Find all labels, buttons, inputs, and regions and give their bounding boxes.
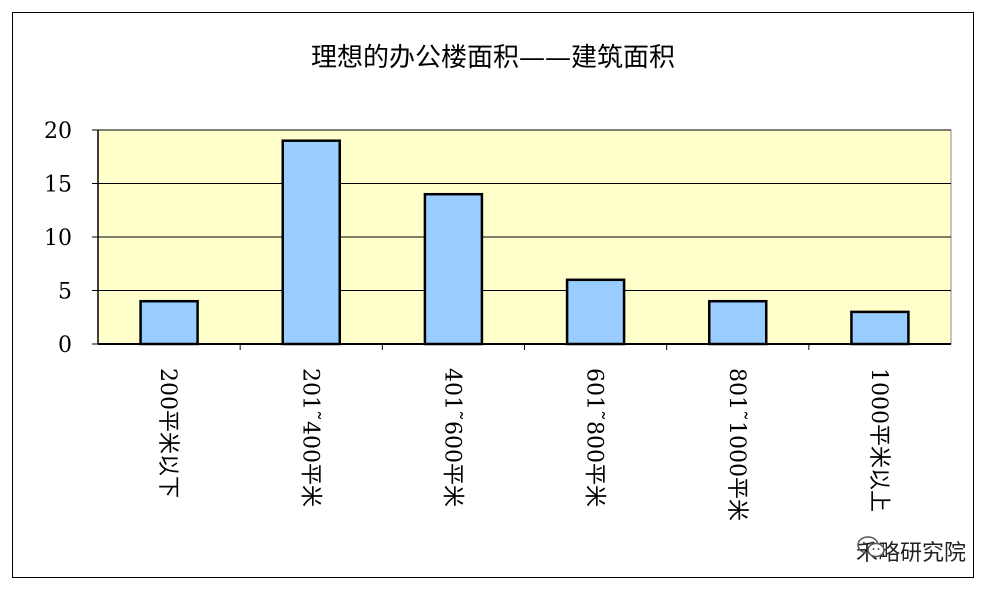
y-tick-label: 0	[58, 333, 72, 358]
chart-title: 理想的办公楼面积——建筑面积	[310, 43, 675, 73]
bar	[708, 299, 768, 346]
x-category-label: 801˜1000平米	[724, 368, 749, 521]
y-tick-label: 20	[44, 119, 72, 144]
y-tick-label: 5	[58, 280, 72, 305]
y-tick-label: 15	[44, 173, 72, 198]
wechat-icon	[857, 536, 885, 558]
x-category-label: 401˜600平米	[439, 368, 464, 507]
bar	[139, 299, 199, 346]
y-tick-label: 10	[44, 226, 72, 251]
watermark: 禾略研究院	[856, 535, 966, 567]
bar	[565, 278, 626, 346]
x-category-label: 601˜800平米	[582, 368, 607, 507]
x-category-label: 1000平米以上	[866, 368, 891, 512]
bar	[850, 310, 910, 346]
bar	[423, 192, 484, 346]
x-category-label: 201˜400平米	[297, 368, 322, 507]
x-category-label: 200平米以下	[155, 368, 180, 498]
bar	[281, 139, 341, 346]
